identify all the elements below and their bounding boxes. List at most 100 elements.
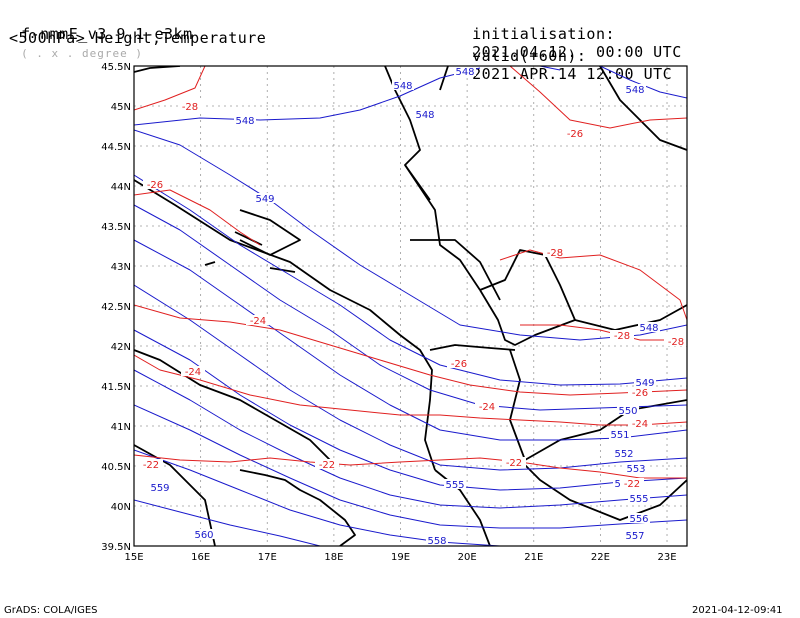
label-bg — [392, 80, 414, 90]
coastline — [429, 344, 516, 351]
height-contour — [134, 369, 687, 509]
lat-tick-label: 42N — [111, 342, 131, 353]
coastline — [204, 261, 216, 266]
label-bg — [625, 463, 647, 473]
lat-tick-label: 40.5N — [101, 462, 131, 473]
temperature-contour-label: -22 — [624, 479, 640, 490]
lat-tick-label: 45.5N — [101, 62, 131, 73]
model-name: f-nmmE_v3.9.1-e3km — [21, 25, 193, 43]
level-field-label: <500hPa> Height,Temperature — [9, 29, 267, 47]
valid-value: 2021.APR.14 12:00 UTC — [472, 65, 673, 83]
temperature-contour-label: -26 — [632, 388, 648, 399]
label-bg — [610, 330, 634, 340]
coastline — [239, 469, 356, 546]
label-bg — [447, 358, 471, 368]
height-contour — [134, 239, 687, 441]
label-bg — [414, 109, 436, 119]
label-bg — [426, 535, 448, 545]
lon-tick-label: 16E — [191, 552, 210, 563]
height-contour-label: 559 — [150, 483, 169, 494]
label-bg — [315, 459, 339, 469]
height-contour-label: 551 — [610, 430, 629, 441]
label-bg — [454, 66, 476, 76]
height-contour-label: 548 — [393, 81, 412, 92]
temperature-contour-label: -24 — [185, 367, 201, 378]
label-bg — [475, 401, 499, 411]
coastline — [404, 164, 481, 291]
temperature-contour-label: -26 — [567, 129, 583, 140]
temperature-contour-label: -26 — [451, 359, 467, 370]
height-contour-label: 556 — [629, 514, 648, 525]
label-bg — [502, 457, 526, 467]
temperature-contour — [134, 454, 687, 479]
label-bg — [543, 247, 567, 257]
lat-tick-label: 44N — [111, 182, 131, 193]
label-bg — [638, 322, 660, 332]
valid-label: valid(+60h): — [472, 47, 587, 65]
label-bg — [563, 128, 587, 138]
init-label: initialisation: — [472, 25, 616, 43]
temperature-contour-label: -28 — [182, 102, 198, 113]
height-contour — [134, 329, 687, 491]
label-bg — [143, 179, 167, 189]
temperature-contour-label: -28 — [547, 248, 563, 259]
height-contour — [134, 204, 687, 411]
label-bg — [617, 405, 639, 415]
height-contour-label: 549 — [635, 378, 654, 389]
lat-tick-label: 41N — [111, 422, 131, 433]
temperature-contour-label: -26 — [147, 180, 163, 191]
temperature-contour — [499, 249, 687, 321]
height-contour-label: 555 — [629, 494, 648, 505]
height-contour-label: 552 — [614, 449, 633, 460]
label-bg — [620, 478, 644, 488]
coastline — [134, 444, 216, 546]
temperature-contour-label: -28 — [614, 331, 630, 342]
coastline — [509, 349, 687, 461]
height-contour-label: 560 — [194, 530, 213, 541]
lon-tick-label: 20E — [458, 552, 477, 563]
label-bg — [254, 193, 276, 203]
label-bg — [444, 479, 466, 489]
temperature-contour — [134, 189, 261, 246]
height-contour — [134, 499, 321, 546]
lon-tick-label: 17E — [258, 552, 277, 563]
coastline — [239, 209, 301, 256]
height-contour-label: 548 — [625, 85, 644, 96]
height-contour — [134, 129, 687, 341]
label-bg — [149, 482, 171, 492]
temperature-contour-label: -24 — [479, 402, 495, 413]
height-contour-label: 548 — [455, 67, 474, 78]
label-bg — [181, 366, 205, 376]
temperature-contour — [520, 324, 687, 341]
lat-tick-label: 44.5N — [101, 142, 131, 153]
contour-labels: 5485485485485495485495505515525535545555… — [139, 66, 688, 547]
footer-right: 2021-04-12-09:41 — [692, 605, 783, 616]
height-contour-label: 558 — [427, 536, 446, 547]
lat-tick-label: 42.5N — [101, 302, 131, 313]
lat-tick-label: 39.5N — [101, 542, 131, 553]
height-contour-label: 550 — [618, 406, 637, 417]
coastline — [519, 459, 687, 521]
lon-tick-label: 18E — [324, 552, 343, 563]
temperature-contour — [134, 354, 687, 426]
temperature-contour-label: -22 — [506, 458, 522, 469]
temperature-contour-label: -22 — [143, 460, 159, 471]
coastline — [479, 289, 687, 346]
coastline — [479, 249, 576, 321]
lat-tick-label: 41.5N — [101, 382, 131, 393]
height-contour-label: 555 — [445, 480, 464, 491]
label-bg — [634, 377, 656, 387]
height-contour — [134, 67, 481, 126]
coastline — [134, 179, 436, 471]
lon-tick-label: 22E — [591, 552, 610, 563]
temperature-contour — [134, 66, 206, 111]
label-bg — [628, 513, 650, 523]
label-bg — [624, 530, 646, 540]
label-bg — [609, 429, 631, 439]
temperature-contour — [134, 304, 687, 396]
height-contour — [539, 66, 561, 71]
lat-tick-label: 43N — [111, 262, 131, 273]
axis-tick-labels: 15E 16E 17E 18E 19E 20E 21E 22E 23E 39.5N 40N 40.5N… — [101, 62, 676, 563]
lon-tick-label: 19E — [391, 552, 410, 563]
